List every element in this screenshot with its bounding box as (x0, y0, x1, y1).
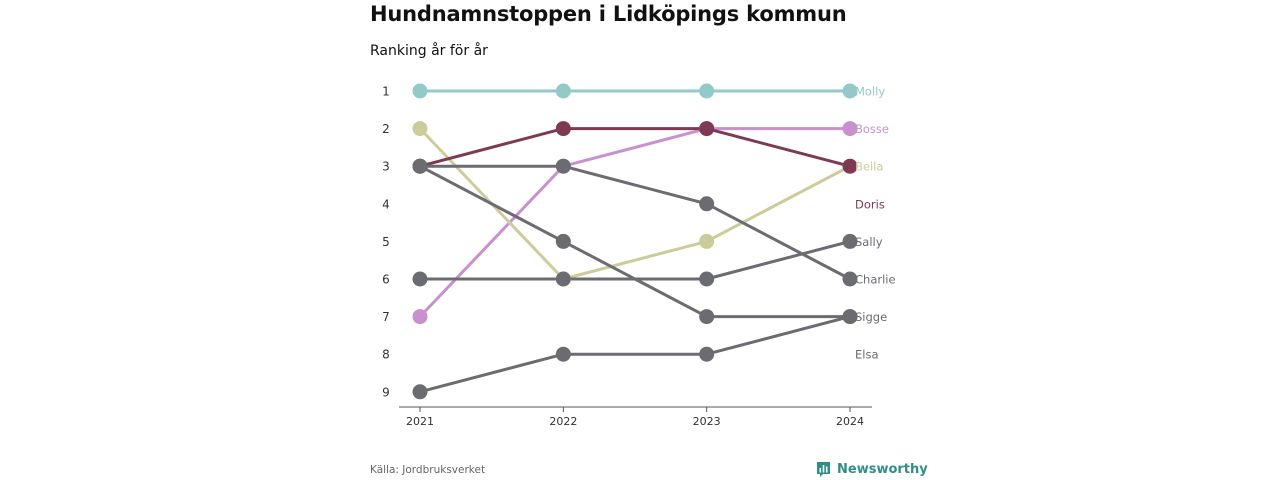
series-line-sigge (419, 164, 850, 319)
data-point-elsa (555, 346, 571, 362)
end-label-bosse: Bosse (855, 122, 889, 136)
end-label-sally: Sally (855, 235, 883, 249)
brand-name: Newsworthy (837, 462, 928, 477)
data-point-sally (842, 233, 858, 249)
data-point-sally (555, 271, 571, 287)
x-tick-label: 2021 (406, 415, 434, 428)
end-label-molly: Molly (855, 85, 885, 99)
series-line-bella (418, 127, 851, 281)
data-point-molly (842, 83, 858, 99)
data-point-elsa (412, 384, 428, 400)
data-point-molly (699, 83, 715, 99)
data-point-bosse (842, 121, 858, 137)
x-tick-label: 2024 (836, 415, 864, 428)
data-point-molly (412, 83, 428, 99)
y-tick-label: 9 (382, 385, 390, 399)
y-tick-label: 3 (382, 160, 390, 174)
y-tick-label: 5 (382, 235, 390, 249)
data-point-charlie (699, 196, 715, 212)
series-line-charlie (420, 164, 851, 281)
data-point-elsa (842, 309, 858, 325)
data-point-doris (699, 121, 715, 137)
data-point-doris (842, 158, 858, 174)
data-point-charlie (555, 158, 571, 174)
series-line-elsa (419, 315, 851, 394)
data-point-charlie (842, 271, 858, 287)
data-point-sigge (412, 158, 428, 174)
data-point-sally (412, 271, 428, 287)
brand-logo[interactable]: Newsworthy (816, 461, 928, 478)
series-line-doris (419, 127, 851, 168)
end-label-sigge: Sigge (855, 310, 887, 324)
y-tick-label: 4 (382, 197, 390, 211)
y-tick-label: 7 (382, 310, 390, 324)
y-tick-label: 8 (382, 348, 390, 362)
y-tick-label: 6 (382, 273, 390, 287)
series-line-bosse (418, 127, 850, 318)
end-label-elsa: Elsa (855, 348, 879, 362)
y-tick-label: 1 (382, 85, 390, 99)
chart-subtitle: Ranking år för år (370, 43, 488, 59)
end-label-doris: Doris (855, 197, 885, 211)
end-label-charlie: Charlie (855, 273, 896, 287)
data-point-molly (555, 83, 571, 99)
data-point-sigge (699, 309, 715, 325)
x-tick-label: 2023 (693, 415, 721, 428)
data-point-elsa (699, 346, 715, 362)
chart-title: Hundnamnstoppen i Lidköpings kommun (370, 2, 847, 26)
source-note: Källa: Jordbruksverket (370, 464, 486, 476)
data-point-bella (412, 121, 428, 137)
end-label-bella: Bella (855, 160, 883, 174)
data-point-bosse (412, 309, 428, 325)
y-tick-label: 2 (382, 122, 390, 136)
data-point-sally (699, 271, 715, 287)
data-point-bella (699, 233, 715, 249)
x-tick-label: 2022 (549, 415, 577, 428)
data-point-sigge (555, 233, 571, 249)
bar-chart-icon (817, 462, 830, 477)
data-point-doris (555, 121, 571, 137)
